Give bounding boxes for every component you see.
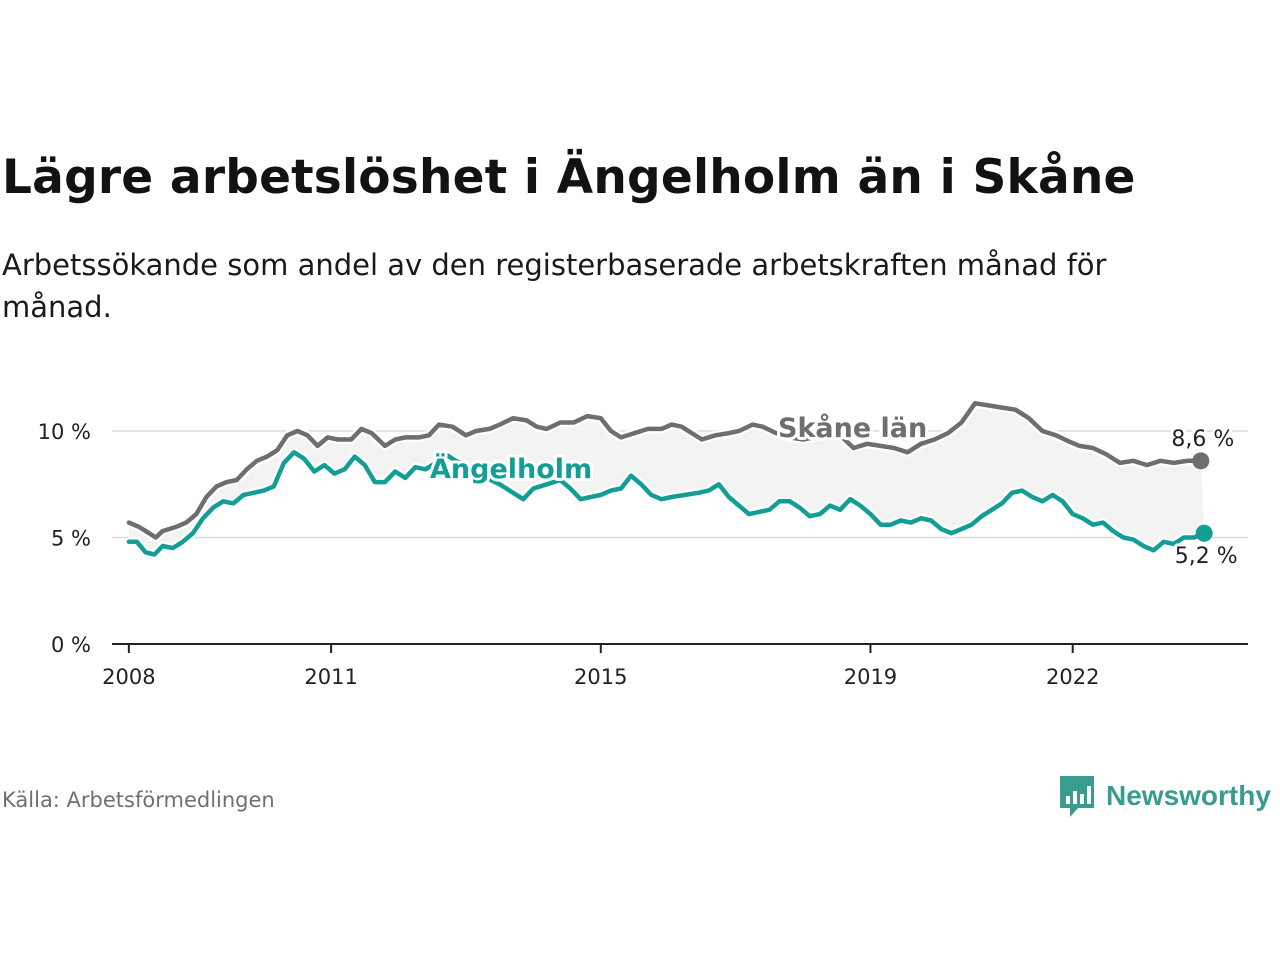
end-point-marker bbox=[1192, 452, 1210, 470]
series-line-skane bbox=[126, 401, 1204, 540]
axes: 0 % 5 % 10 % 2008 2011 2015 2019 2022 bbox=[38, 420, 1248, 689]
y-tick-label: 0 % bbox=[51, 633, 91, 657]
chart-title: Lägre arbetslöshet i Ängelholm än i Skån… bbox=[2, 150, 1136, 205]
y-tick-label: 5 % bbox=[51, 527, 91, 551]
x-tick-label: 2019 bbox=[844, 665, 897, 689]
x-tick-label: 2015 bbox=[574, 665, 627, 689]
series bbox=[126, 398, 1213, 559]
brand-name: Newsworthy bbox=[1106, 780, 1271, 811]
end-point-marker bbox=[1195, 524, 1213, 542]
series-line-angelholm bbox=[126, 450, 1207, 557]
end-value-label-angelholm: 5,2 % bbox=[1175, 544, 1238, 569]
x-tick-label: 2022 bbox=[1046, 665, 1099, 689]
series-label-skane: Skåne län bbox=[778, 412, 927, 444]
source-note: Källa: Arbetsförmedlingen bbox=[2, 788, 275, 812]
labels: Skåne län Ängelholm 8,6 % 5,2 % bbox=[427, 409, 1241, 572]
brand-logo[interactable]: Newsworthy bbox=[1058, 771, 1271, 821]
chart-subtitle: Arbetssökande som andel av den registerb… bbox=[2, 248, 1107, 324]
y-tick-label: 10 % bbox=[38, 420, 91, 444]
x-tick-label: 2008 bbox=[102, 665, 155, 689]
newsworthy-logo-icon bbox=[1060, 776, 1094, 817]
end-value-label-skane: 8,6 % bbox=[1171, 427, 1234, 452]
x-tick-label: 2011 bbox=[304, 665, 357, 689]
series-label-angelholm: Ängelholm bbox=[430, 453, 592, 485]
